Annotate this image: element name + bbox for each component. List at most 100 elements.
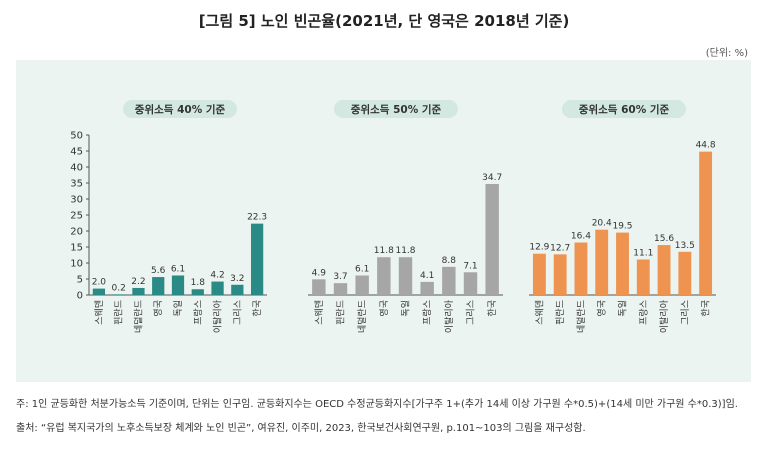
chart-title-pill bbox=[123, 100, 237, 118]
x-category-label: 프랑스 bbox=[637, 300, 649, 325]
bar-value-label: 19.5 bbox=[612, 222, 632, 232]
x-category-label: 네덜란드 bbox=[132, 300, 144, 333]
bar bbox=[553, 254, 567, 295]
y-tick-label: 45 bbox=[70, 147, 83, 158]
x-category-label: 한국 bbox=[487, 300, 498, 317]
source-note: 출처: “유럽 복지국가의 노후소득보장 체계와 노인 빈곤”, 여유진, 이주… bbox=[16, 423, 586, 434]
bar-value-label: 13.5 bbox=[675, 241, 695, 251]
x-category-label: 한국 bbox=[252, 300, 263, 317]
x-category-label: 핀란드 bbox=[335, 300, 347, 325]
bar-value-label: 11.8 bbox=[374, 246, 394, 256]
x-category-label: 독일 bbox=[173, 300, 184, 317]
x-category-label: 이탈리아 bbox=[213, 299, 224, 333]
bar-value-label: 6.1 bbox=[355, 264, 369, 274]
x-category-label: 프랑스 bbox=[421, 300, 433, 325]
x-category-label: 독일 bbox=[401, 300, 412, 317]
y-tick-label: 0 bbox=[77, 291, 83, 302]
bar bbox=[420, 281, 434, 295]
bar bbox=[442, 266, 456, 295]
bar-value-label: 34.7 bbox=[482, 173, 502, 183]
x-category-label: 영국 bbox=[379, 300, 390, 317]
bar bbox=[463, 272, 478, 295]
y-tick-label: 20 bbox=[70, 227, 83, 238]
x-category-label: 프랑스 bbox=[192, 300, 204, 325]
bar-value-label: 4.1 bbox=[420, 271, 434, 281]
chart-title: 중위소득 50% 기준 bbox=[351, 103, 442, 116]
bar-value-label: 7.1 bbox=[463, 261, 477, 271]
bar bbox=[191, 289, 204, 295]
bar-value-label: 20.4 bbox=[592, 219, 612, 229]
x-category-label: 스웨덴 bbox=[93, 300, 105, 325]
x-category-label: 그리스 bbox=[232, 300, 243, 325]
bar-value-label: 5.6 bbox=[151, 266, 166, 276]
x-category-label: 스웨덴 bbox=[533, 300, 545, 325]
poverty-rate-chart: 0 5 10 15 20 25 30 35 40 45 50 중위소득 40% 기준 2.0 스웨덴 0.2… bbox=[70, 100, 716, 333]
bar bbox=[92, 288, 106, 295]
y-tick-label: 10 bbox=[70, 259, 83, 270]
y-tick-label: 30 bbox=[70, 195, 83, 206]
bar-value-label: 3.2 bbox=[230, 274, 244, 284]
x-category-label: 핀란드 bbox=[554, 300, 566, 325]
y-tick-label: 5 bbox=[77, 275, 83, 286]
bar bbox=[616, 232, 629, 295]
bar-value-label: 15.6 bbox=[654, 234, 674, 244]
x-category-label: 독일 bbox=[618, 300, 629, 317]
x-category-label: 이탈리아 bbox=[444, 299, 455, 333]
bar bbox=[312, 279, 326, 295]
bar bbox=[485, 183, 499, 295]
bar-value-label: 12.7 bbox=[550, 243, 570, 253]
bar-value-label: 3.7 bbox=[333, 272, 347, 282]
bar-value-label: 44.8 bbox=[696, 141, 716, 151]
bar bbox=[250, 223, 264, 295]
chart-title: 중위소득 60% 기준 bbox=[579, 103, 670, 116]
x-category-label: 영국 bbox=[597, 300, 608, 317]
bar bbox=[211, 281, 224, 295]
unit-label: (단위: %) bbox=[705, 48, 748, 59]
bar bbox=[377, 257, 391, 295]
bar bbox=[152, 277, 165, 295]
bar bbox=[699, 151, 713, 295]
x-category-label: 스웨덴 bbox=[313, 300, 325, 325]
bar bbox=[657, 245, 671, 295]
x-category-label: 그리스 bbox=[680, 300, 691, 325]
bar-value-label: 1.8 bbox=[191, 278, 206, 288]
bar bbox=[231, 284, 244, 295]
y-tick-label: 35 bbox=[70, 179, 83, 190]
bar bbox=[595, 229, 609, 295]
x-category-label: 핀란드 bbox=[113, 300, 125, 325]
y-tick-label: 40 bbox=[70, 163, 83, 174]
bar-value-label: 12.9 bbox=[529, 243, 549, 253]
footnote: 주: 1인 균등화한 처분가능소득 기준이며, 단위는 인구임. 균등화지수는 … bbox=[16, 399, 738, 410]
y-tick-label: 50 bbox=[70, 131, 83, 142]
bar bbox=[574, 242, 588, 295]
bar-value-label: 2.0 bbox=[92, 278, 107, 288]
bar-value-label: 16.4 bbox=[571, 232, 591, 242]
bar bbox=[171, 275, 185, 295]
bar-value-label: 8.8 bbox=[442, 256, 457, 266]
x-category-label: 그리스 bbox=[466, 300, 477, 325]
bar bbox=[132, 287, 145, 295]
x-category-label: 네덜란드 bbox=[575, 300, 587, 333]
figure-title: [그림 5] 노인 빈곤율(2021년, 단 영국은 2018년 기준) bbox=[198, 12, 570, 30]
bar-value-label: 11.1 bbox=[633, 248, 653, 258]
bar bbox=[112, 294, 125, 295]
bar bbox=[532, 253, 546, 295]
bar-value-label: 11.8 bbox=[395, 246, 415, 256]
bar-value-label: 4.9 bbox=[312, 268, 327, 278]
bar bbox=[355, 275, 369, 295]
y-tick-label: 25 bbox=[70, 211, 83, 222]
bar bbox=[678, 251, 692, 295]
bar-value-label: 22.3 bbox=[247, 213, 267, 223]
bar bbox=[333, 283, 348, 295]
y-tick-label: 15 bbox=[70, 243, 83, 254]
bar bbox=[398, 257, 413, 295]
chart-title-pill bbox=[334, 100, 458, 118]
bar-value-label: 6.1 bbox=[171, 264, 185, 274]
chart-title: 중위소득 40% 기준 bbox=[135, 103, 226, 116]
bar-value-label: 2.2 bbox=[131, 277, 145, 287]
x-category-label: 네덜란드 bbox=[356, 300, 368, 333]
bar-value-label: 4.2 bbox=[210, 271, 224, 281]
bar bbox=[636, 259, 650, 295]
bar-value-label: 0.2 bbox=[112, 283, 126, 293]
x-category-label: 한국 bbox=[701, 300, 712, 317]
